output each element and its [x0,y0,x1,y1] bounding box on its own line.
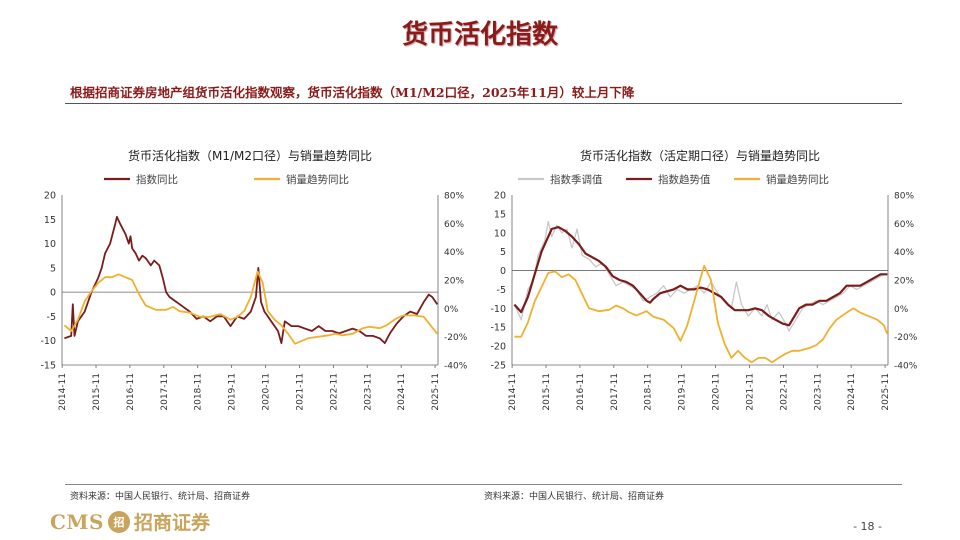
series-line [64,216,439,344]
y-tick-right: 20% [444,277,464,287]
y-tick-left: 20 [494,191,506,202]
x-tick-label: 2022-11 [779,373,789,411]
x-tick-label: 2025-11 [431,373,441,411]
bottom-divider [65,484,902,485]
x-tick-label: 2021-11 [295,373,305,411]
top-divider [65,103,902,104]
series-line [513,220,888,332]
page-subtitle: 根据招商证券房地产组货币活化指数观察，货币活化指数（M1/M2口径，2025年1… [70,85,635,100]
y-tick-left: -15 [490,323,506,334]
chart-title: 货币活化指数（活定期口径）与销量趋势同比 [580,148,820,163]
x-tick-label: 2016-11 [576,373,586,411]
source-note-left: 资料来源：中国人民银行、统计局、招商证券 [70,492,251,502]
page-title: 货币活化指数 [401,20,558,50]
x-tick-label: 2016-11 [126,373,136,411]
y-tick-right: -20% [444,333,468,343]
x-tick-label: 2023-11 [363,373,373,411]
y-tick-left: 0 [500,266,506,277]
y-tick-right: 0% [894,305,909,315]
y-tick-left: 5 [500,247,506,258]
y-tick-left: 10 [44,239,56,250]
y-tick-right: 80% [444,192,464,202]
logo-emblem-icon: 招 [108,510,130,533]
y-tick-right: 40% [894,248,914,258]
logo-chinese-text: 招商证券 [134,512,211,534]
y-tick-left: 5 [50,263,56,274]
y-tick-right: 20% [894,277,914,287]
y-tick-left: -5 [497,285,506,296]
y-tick-left: -10 [40,336,56,347]
x-tick-label: 2021-11 [745,373,755,411]
y-tick-left: -20 [490,342,506,353]
x-tick-label: 2022-11 [329,373,339,411]
legend-label: 销量趋势同比 [766,173,829,186]
y-tick-right: 40% [444,248,464,258]
x-tick-label: 2018-11 [644,373,654,411]
y-tick-left: -15 [40,361,56,372]
y-tick-left: 10 [494,228,506,239]
y-tick-left: -5 [47,312,56,323]
x-tick-label: 2014-11 [58,373,68,411]
x-tick-label: 2018-11 [194,373,204,411]
legend-label: 指数同比 [136,173,178,186]
y-tick-left: 20 [44,191,56,202]
x-tick-label: 2023-11 [813,373,823,411]
legend-label: 指数趋势值 [658,173,711,186]
x-tick-label: 2017-11 [610,373,620,411]
y-tick-left: 15 [44,215,56,226]
y-tick-left: 0 [50,288,56,299]
x-tick-label: 2025-11 [881,373,891,411]
x-tick-label: 2020-11 [262,373,272,411]
y-tick-left: -10 [490,304,506,315]
y-tick-right: -40% [444,362,468,372]
x-tick-label: 2024-11 [397,373,407,411]
legend-label: 销量趋势同比 [286,173,349,186]
legend-label: 指数季调值 [550,173,603,186]
x-tick-label: 2017-11 [160,373,170,411]
x-tick-label: 2015-11 [542,373,552,411]
chart-title: 货币活化指数（M1/M2口径）与销量趋势同比 [128,148,372,163]
y-tick-left: -25 [490,361,506,372]
y-tick-right: 60% [894,220,914,230]
x-tick-label: 2020-11 [712,373,722,411]
x-tick-label: 2019-11 [678,373,688,411]
x-tick-label: 2015-11 [92,373,102,411]
series-line [514,264,889,364]
y-tick-right: -40% [894,362,918,372]
source-note-right: 资料来源：中国人民银行、统计局、招商证券 [484,492,665,502]
page-number: - 18 - [853,520,882,533]
series-line [63,270,439,345]
x-tick-label: 2019-11 [228,373,238,411]
y-tick-right: 60% [444,220,464,230]
y-tick-right: 80% [894,192,914,202]
company-logo: CMS 招 招商证券 [50,508,210,535]
logo-latin-text: CMS [50,509,104,534]
y-tick-right: 0% [444,305,459,315]
x-tick-label: 2014-11 [508,373,518,411]
x-tick-label: 2024-11 [847,373,857,411]
y-tick-left: 15 [494,209,506,220]
y-tick-right: -20% [894,333,918,343]
